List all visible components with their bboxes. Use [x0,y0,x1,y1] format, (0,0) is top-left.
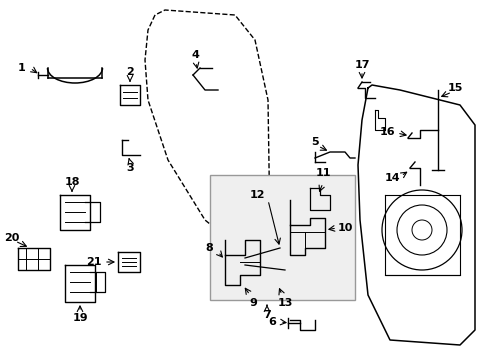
Text: 1: 1 [18,63,26,73]
Text: 2: 2 [126,67,134,77]
Text: 11: 11 [315,168,330,178]
Text: 8: 8 [205,243,213,253]
Text: 4: 4 [191,50,199,60]
Text: 6: 6 [267,317,275,327]
Text: 14: 14 [384,173,399,183]
Text: 10: 10 [337,223,353,233]
Text: 7: 7 [263,310,270,320]
Text: 16: 16 [379,127,394,137]
Bar [209,175,354,300]
Text: 21: 21 [86,257,102,267]
Text: 12: 12 [249,190,264,200]
Text: 19: 19 [72,313,88,323]
Text: 18: 18 [64,177,80,187]
Text: 20: 20 [4,233,20,243]
Text: 3: 3 [126,163,134,173]
Text: 9: 9 [248,298,256,308]
Text: 17: 17 [353,60,369,70]
Text: 5: 5 [310,137,318,147]
Text: 15: 15 [447,83,462,93]
Text: 13: 13 [277,298,292,308]
